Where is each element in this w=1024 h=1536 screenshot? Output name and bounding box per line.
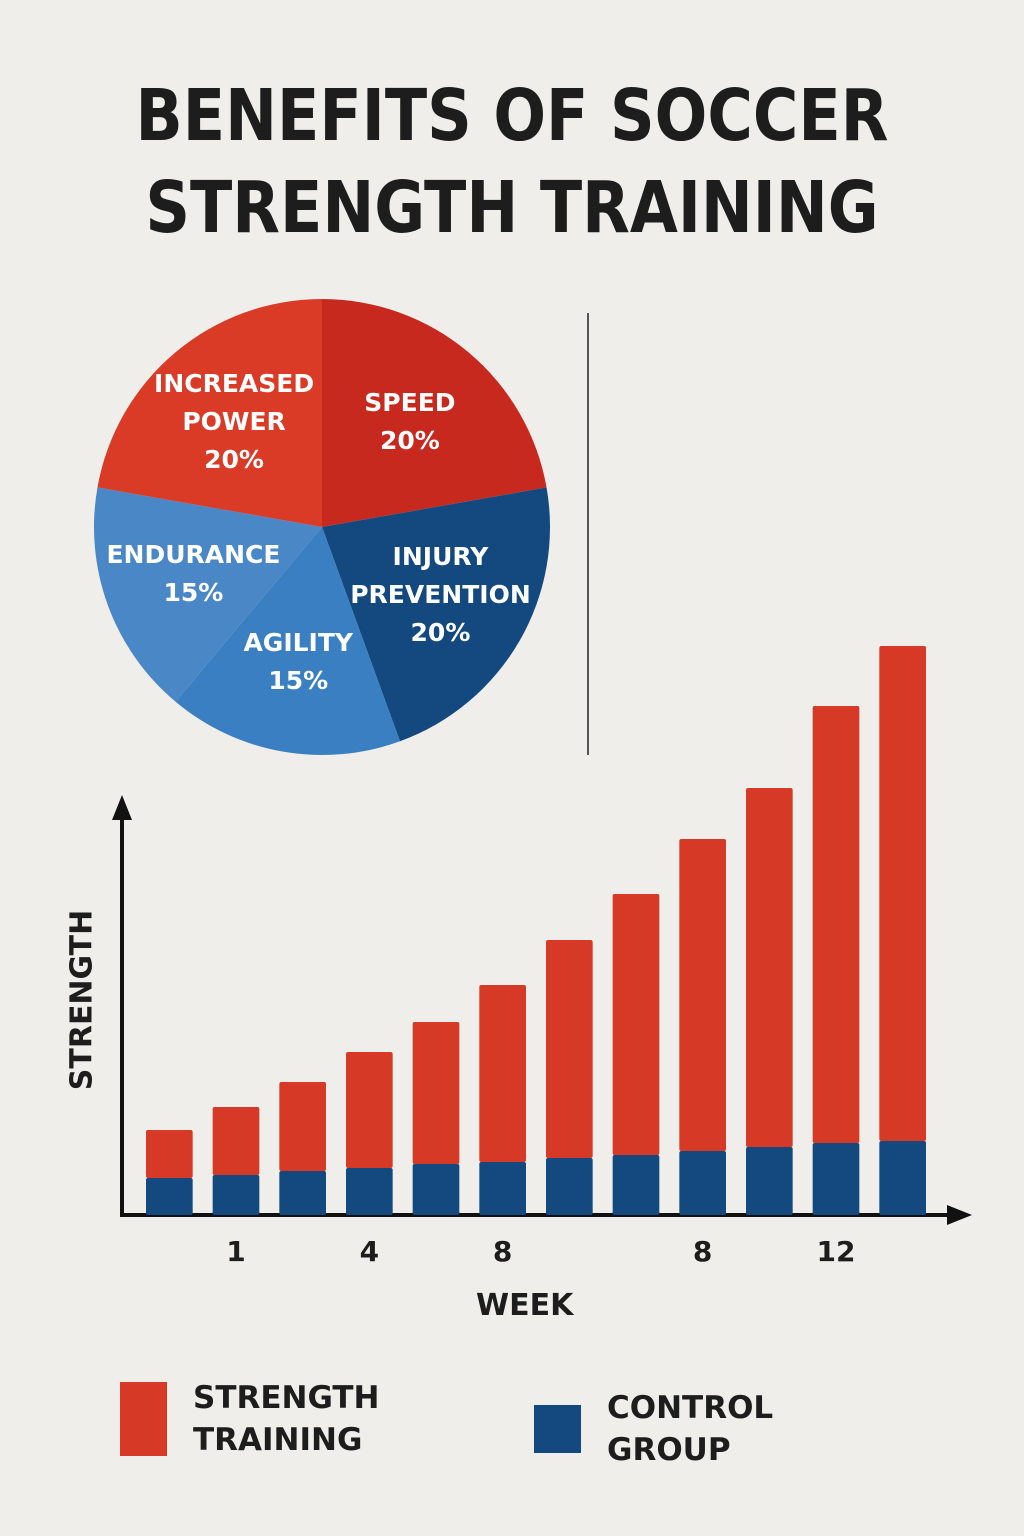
slice-value: 15%	[268, 665, 329, 695]
slice-name: INCREASED POWER	[154, 369, 315, 437]
bar-segment	[546, 940, 593, 1158]
slice-value: 20%	[410, 618, 471, 648]
slice-name: AGILITY	[243, 627, 354, 657]
title: BENEFITS OF SOCCER STRENGTH TRAINING	[135, 73, 889, 250]
x-tick-label: 8	[492, 1235, 513, 1268]
bar-segment	[212, 1175, 260, 1215]
legend-item: CONTROL GROUP	[534, 1387, 874, 1471]
bar-segment	[879, 646, 926, 1141]
bar-segment	[746, 788, 793, 1147]
legend-label: CONTROL GROUP	[607, 1390, 774, 1468]
bar-segment	[679, 1151, 726, 1215]
x-tick-label: 8	[692, 1235, 713, 1268]
pie-label: AGILITY 15%	[243, 624, 353, 700]
pie-label: ENDURANCE 15%	[106, 536, 280, 612]
bar-segment	[346, 1168, 393, 1215]
bar-segment	[612, 1155, 660, 1215]
pie-slice	[322, 299, 547, 527]
pie-slice	[175, 527, 400, 755]
bar-segment	[612, 894, 660, 1155]
bar-segment	[812, 1143, 860, 1215]
slice-value: 15%	[163, 577, 224, 607]
slice-name: INJURY PREVENTION	[350, 542, 531, 610]
bar-segment	[412, 1022, 460, 1164]
bar-segment	[412, 1164, 460, 1215]
x-tick-label: 4	[359, 1235, 380, 1268]
legend-swatch	[120, 1382, 167, 1456]
x-axis-arrow	[947, 1205, 972, 1225]
pie-slice	[94, 487, 322, 702]
slice-value: 20%	[204, 445, 264, 475]
bar-segment	[879, 1141, 926, 1215]
x-axis-label: WEEK	[476, 1288, 574, 1323]
pie-label: INCREASED POWER 20%	[154, 365, 314, 479]
bar-segment	[346, 1052, 393, 1168]
bar-segment	[146, 1130, 193, 1178]
bar-segment	[679, 839, 726, 1151]
pie-label: SPEED 20%	[364, 384, 455, 460]
y-axis-arrow	[112, 795, 132, 820]
bar-segment	[546, 1158, 593, 1215]
bar-segment	[812, 706, 860, 1143]
slice-value: 20%	[380, 426, 440, 456]
bar-segment	[279, 1171, 326, 1215]
bar-segment	[479, 985, 526, 1162]
x-tick-label: 1	[226, 1235, 246, 1268]
bar-segment	[746, 1147, 793, 1215]
legend-item: STRENGTH TRAINING	[120, 1377, 379, 1461]
x-tick-label: 12	[816, 1235, 856, 1268]
legend-label: STRENGTH TRAINING	[193, 1380, 380, 1458]
bar-segment	[279, 1082, 326, 1171]
bar-segment	[212, 1107, 260, 1175]
slice-name: SPEED	[364, 388, 456, 418]
pie-label: INJURY PREVENTION 20%	[350, 538, 531, 652]
bar-segment	[479, 1162, 526, 1215]
y-axis-label: STRENGTH	[64, 909, 100, 1091]
pie-slice	[322, 487, 551, 742]
pie-slice	[97, 299, 322, 527]
slice-name: ENDURANCE	[106, 539, 281, 569]
bar-segment	[146, 1178, 193, 1215]
legend-swatch	[534, 1405, 581, 1453]
